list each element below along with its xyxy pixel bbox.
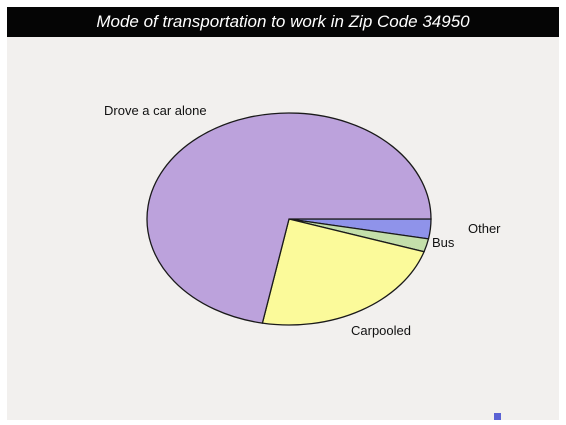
legend-swatch	[494, 413, 501, 420]
chart-title: Mode of transportation to work in Zip Co…	[7, 7, 559, 37]
slice-label-drove-a-car-alone: Drove a car alone	[104, 103, 207, 118]
pie-slice-drove-a-car-alone	[146, 112, 432, 324]
pie-slice-carpooled	[261, 218, 425, 326]
slice-label-other: Other	[468, 221, 501, 236]
slice-label-carpooled: Carpooled	[351, 323, 411, 338]
chart-panel: Mode of transportation to work in Zip Co…	[7, 7, 559, 420]
pie-chart: Other Bus Carpooled Drove a car alone	[104, 103, 501, 338]
slice-label-bus: Bus	[432, 235, 455, 250]
